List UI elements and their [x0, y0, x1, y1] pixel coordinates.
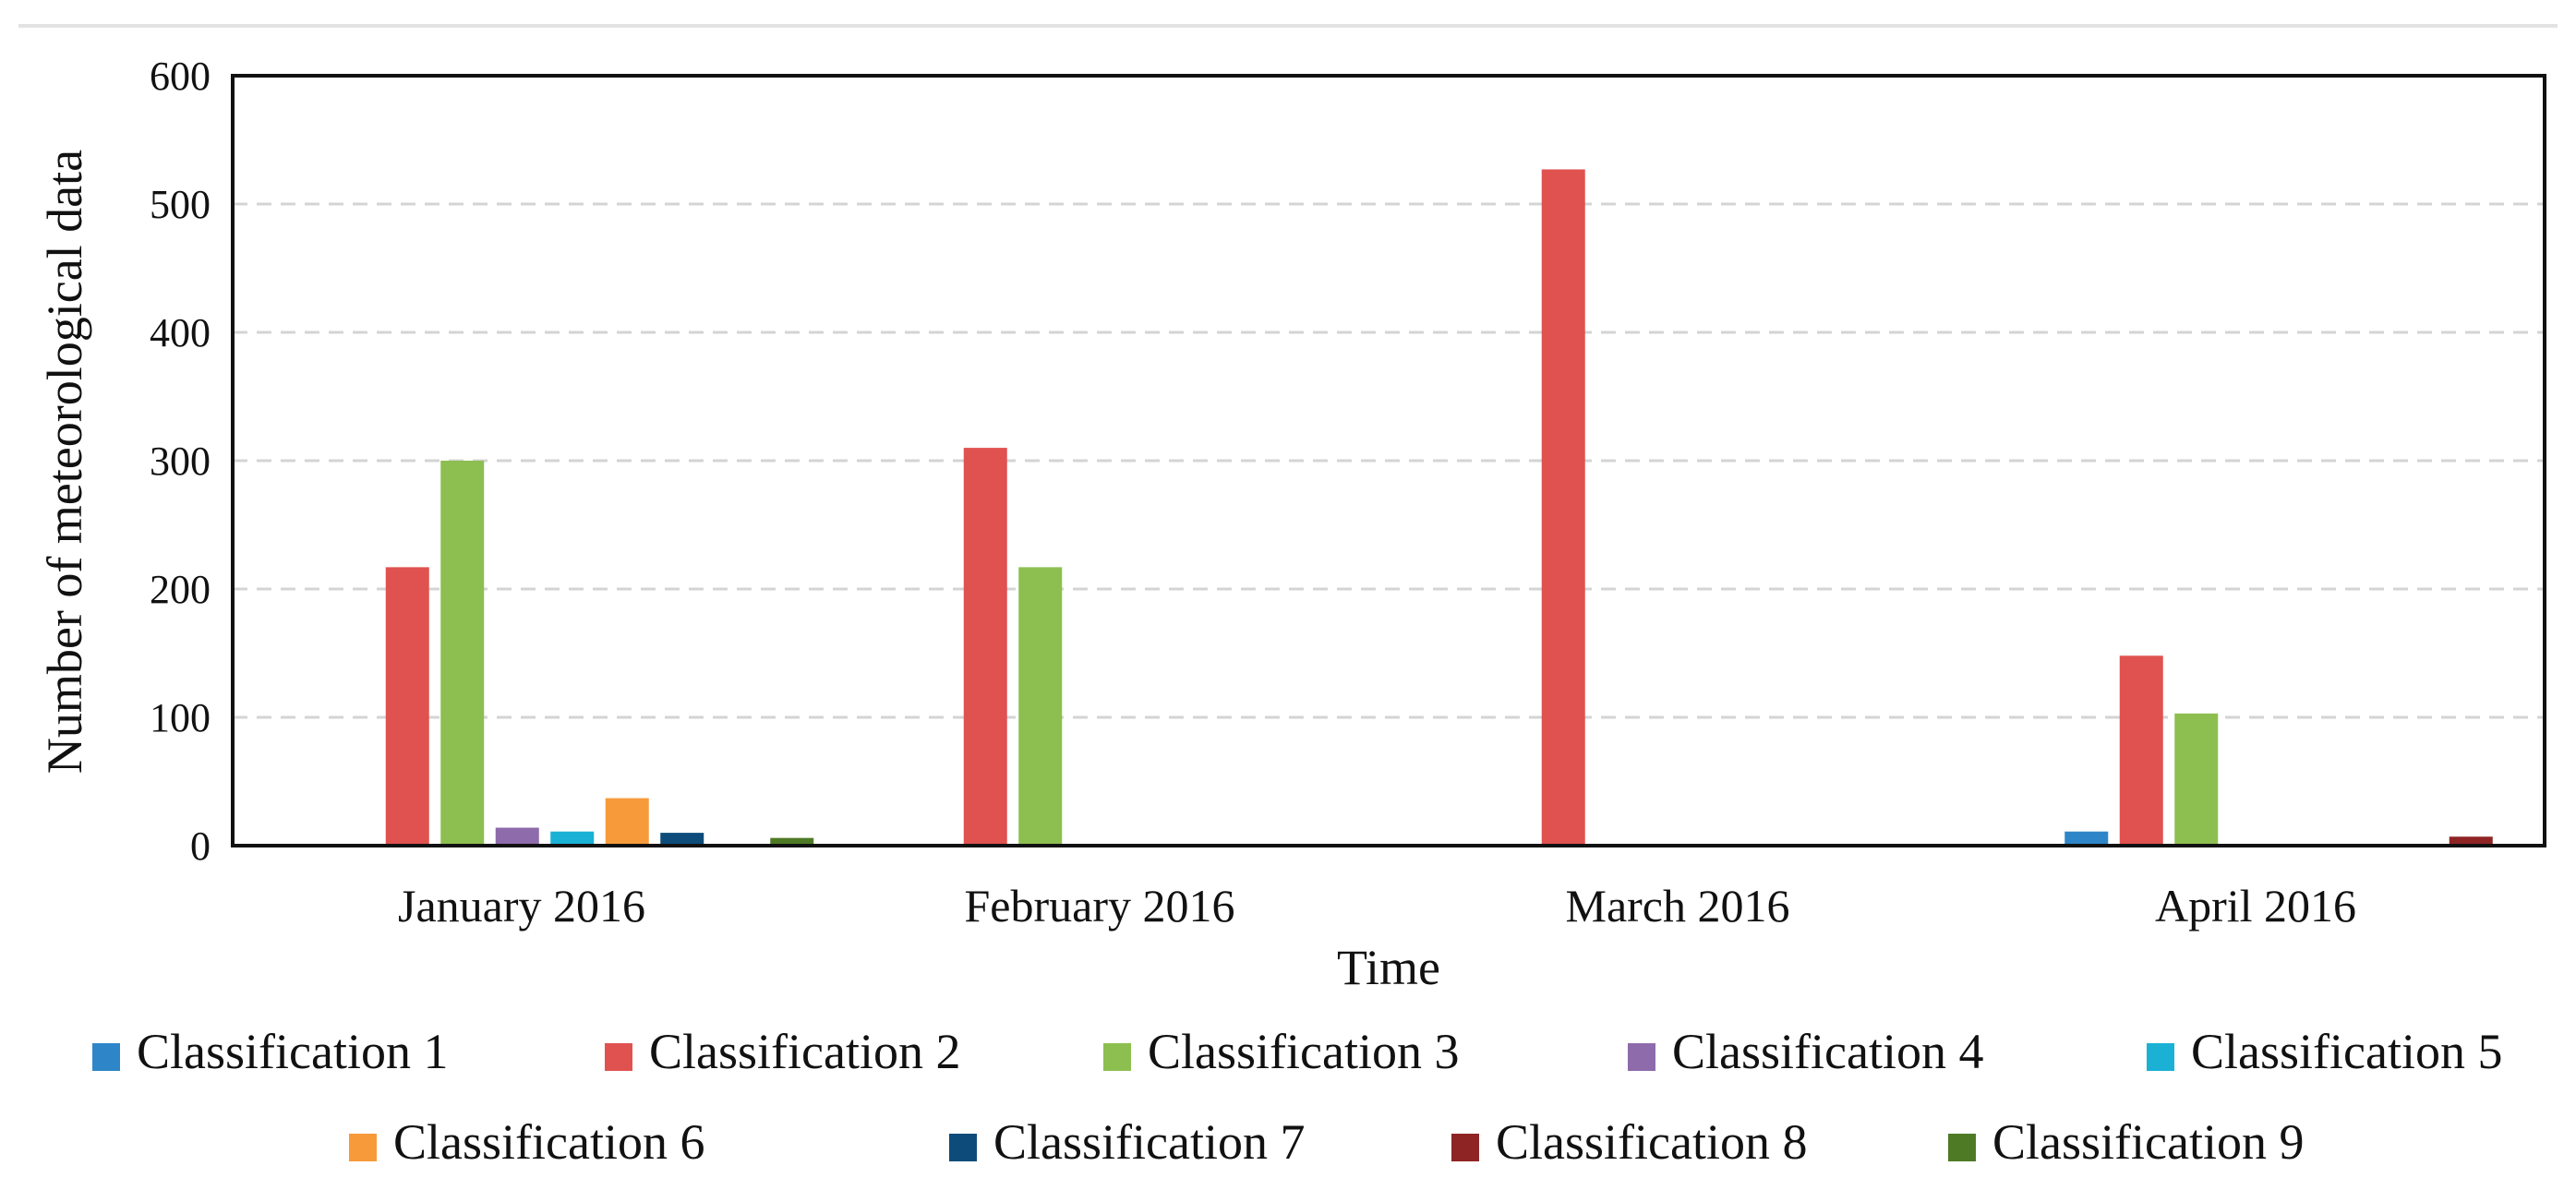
legend-swatch-5: [2147, 1043, 2174, 1071]
legend-label-1: Classification 1: [137, 1024, 448, 1079]
legend-label-8: Classification 8: [1496, 1114, 1807, 1170]
bar-1-4: [2064, 831, 2109, 846]
x-tick-label: January 2016: [398, 880, 645, 932]
bar-2-4: [2119, 655, 2163, 846]
bar-2-1: [385, 567, 429, 846]
y-tick-label: 0: [190, 823, 211, 869]
gridlines: [233, 202, 2545, 719]
legend-swatch-7: [949, 1134, 977, 1161]
bar-5-1: [550, 831, 595, 846]
x-axis-ticks: January 2016 February 2016 March 2016 April…: [398, 880, 2356, 932]
bar-2-2: [963, 448, 1007, 846]
legend: Classification 1 Classification 2 Classifi…: [92, 1024, 2502, 1170]
bar-8-4: [2449, 836, 2493, 846]
y-tick-label: 400: [150, 310, 211, 355]
legend-label-3: Classification 3: [1148, 1024, 1459, 1079]
bar-3-4: [2174, 713, 2219, 846]
y-tick-label: 500: [150, 182, 211, 227]
bar-2-3: [1541, 169, 1585, 847]
x-tick-label: February 2016: [965, 880, 1235, 932]
legend-swatch-3: [1103, 1043, 1131, 1071]
legend-swatch-8: [1451, 1134, 1479, 1161]
y-tick-label: 100: [150, 695, 211, 740]
y-tick-label: 600: [150, 54, 211, 99]
bar-7-1: [660, 833, 704, 846]
bar-3-2: [1018, 567, 1063, 846]
legend-label-2: Classification 2: [649, 1024, 960, 1079]
plot-area-frame: [231, 74, 2546, 847]
legend-swatch-9: [1948, 1134, 1976, 1161]
y-axis-title: Number of meteorological data: [37, 150, 92, 774]
bar-3-1: [440, 461, 485, 846]
x-tick-label: April 2016: [2155, 880, 2356, 932]
legend-label-4: Classification 4: [1672, 1024, 1983, 1079]
legend-label-6: Classification 6: [393, 1114, 704, 1170]
legend-swatch-6: [349, 1134, 377, 1161]
bars: [385, 169, 2493, 847]
legend-label-7: Classification 7: [993, 1114, 1305, 1170]
legend-swatch-4: [1628, 1043, 1655, 1071]
x-axis-title: Time: [1337, 940, 1440, 995]
bar-9-1: [770, 837, 814, 846]
y-tick-label: 300: [150, 439, 211, 484]
legend-swatch-1: [92, 1043, 120, 1071]
legend-label-9: Classification 9: [1992, 1114, 2304, 1170]
x-tick-label: March 2016: [1566, 880, 1790, 932]
bar-6-1: [605, 798, 649, 846]
y-axis-ticks: 0 100 200 300 400 500 600: [150, 54, 211, 869]
y-tick-label: 200: [150, 567, 211, 612]
legend-swatch-2: [605, 1043, 632, 1071]
bar-4-1: [495, 827, 539, 846]
legend-label-5: Classification 5: [2191, 1024, 2502, 1079]
